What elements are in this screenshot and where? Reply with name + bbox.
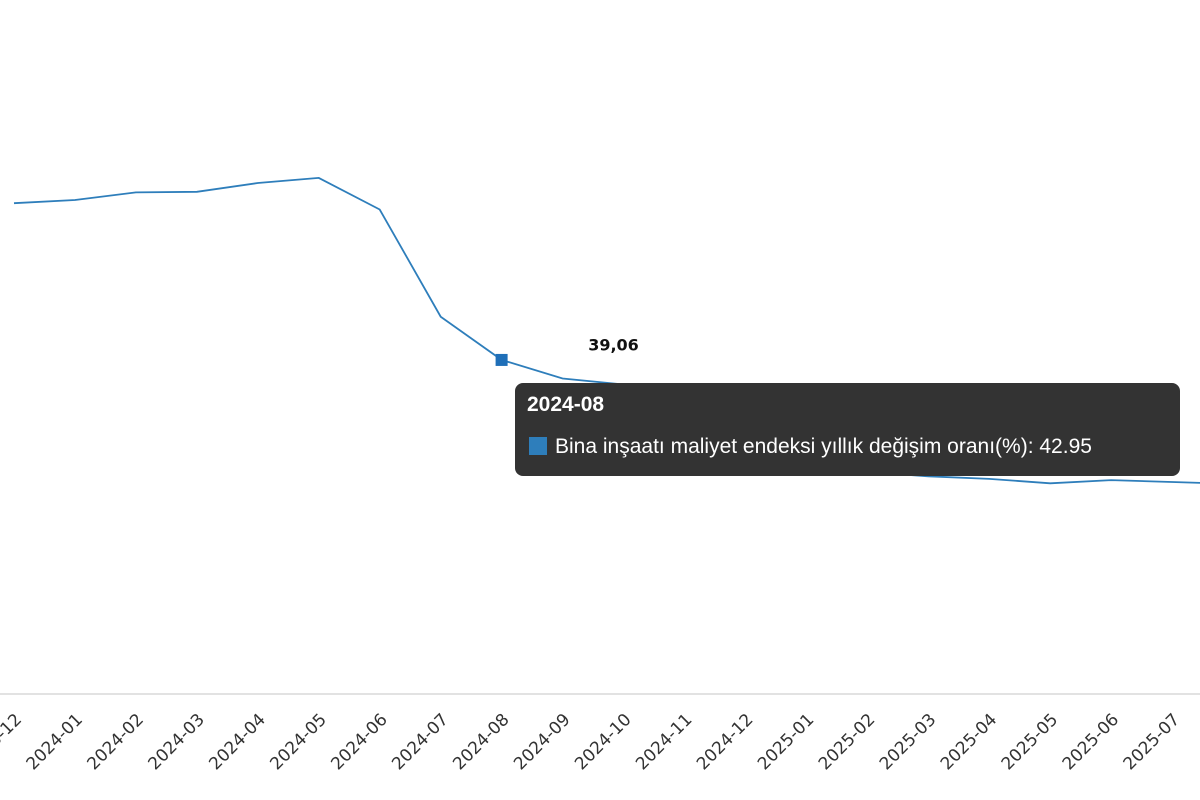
x-tick-label: 2025-05 <box>998 710 1062 774</box>
x-tick-label: 2024-12 <box>693 710 757 774</box>
data-point[interactable] <box>254 179 262 187</box>
x-tick-label: 2024-03 <box>145 710 209 774</box>
data-point[interactable] <box>376 205 384 213</box>
data-point[interactable] <box>985 475 993 483</box>
x-tick-label: 2024-10 <box>571 710 635 774</box>
data-point[interactable] <box>10 199 18 207</box>
x-tick-label: 2025-01 <box>754 710 818 774</box>
series-swatch-icon <box>529 437 547 455</box>
x-tick-label: 2024-07 <box>388 710 452 774</box>
tooltip-series-name: Bina inşaatı maliyet endeksi yıllık deği… <box>555 435 1028 458</box>
chart-tooltip: 2024-08 Bina inşaatı maliyet endeksi yıl… <box>515 383 1180 476</box>
data-point[interactable] <box>1107 476 1115 484</box>
tooltip-row: Bina inşaatı maliyet endeksi yıllık deği… <box>529 435 1092 459</box>
x-tick-label: 2024-02 <box>84 710 148 774</box>
x-tick-label: 2024-04 <box>205 710 269 774</box>
data-point[interactable] <box>437 313 445 321</box>
x-tick-label: 2025-02 <box>815 710 879 774</box>
x-tick-label: 2024-01 <box>23 710 87 774</box>
x-tick-label: 2024-09 <box>510 710 574 774</box>
x-tick-label: 2024-06 <box>327 710 391 774</box>
data-point[interactable] <box>1046 479 1054 487</box>
x-tick-label: 3-12 <box>0 710 26 751</box>
data-point[interactable] <box>1168 478 1176 486</box>
data-point[interactable] <box>132 188 140 196</box>
x-tick-label: 2025-04 <box>937 710 1001 774</box>
tooltip-value: 42.95 <box>1039 435 1092 458</box>
x-tick-label: 2025-06 <box>1059 710 1123 774</box>
data-point[interactable] <box>71 196 79 204</box>
data-label: 39,06 <box>588 335 639 354</box>
x-tick-label: 2024-05 <box>266 710 330 774</box>
data-point[interactable] <box>315 174 323 182</box>
highlighted-point-marker[interactable] <box>495 353 508 366</box>
data-point[interactable] <box>559 375 567 383</box>
data-point[interactable] <box>193 188 201 196</box>
x-tick-label: 2025-03 <box>876 710 940 774</box>
tooltip-separator: : <box>1027 435 1040 458</box>
x-tick-label: 2024-11 <box>632 710 696 774</box>
tooltip-title: 2024-08 <box>527 393 605 416</box>
data-label-layer: 39,06 <box>588 335 639 354</box>
x-tick-label: 2025-07 <box>1120 710 1184 774</box>
x-tick-layer: 3-122024-012024-022024-032024-042024-052… <box>0 710 1184 774</box>
x-tick-label: 2024-08 <box>449 710 513 774</box>
